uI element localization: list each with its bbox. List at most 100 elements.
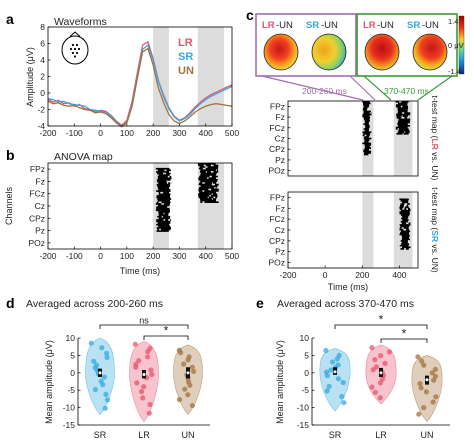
channel-label: POz bbox=[268, 166, 285, 176]
topo1-label-suffix: -UN bbox=[276, 20, 293, 31]
data-point bbox=[102, 405, 108, 411]
significant-cluster-1 bbox=[197, 163, 219, 203]
data-point bbox=[134, 380, 140, 386]
y-tick-label: -10 bbox=[297, 403, 310, 413]
panel-b-ylabel: Channels bbox=[4, 186, 14, 225]
cluster-pixels bbox=[197, 163, 219, 203]
channel-label: POz bbox=[28, 238, 45, 248]
x-category-label: SR bbox=[94, 430, 107, 440]
legend-sr: SR bbox=[178, 51, 193, 63]
channel-label: CPz bbox=[269, 236, 285, 246]
y-tick-label: 0 bbox=[70, 368, 75, 378]
channel-label: FPz bbox=[270, 192, 285, 202]
panel-a-ylabel: Amplitude (μV) bbox=[25, 47, 35, 107]
channel-label: Pz bbox=[275, 155, 285, 165]
connector-left-a bbox=[261, 75, 364, 101]
y-tick-label: 0 bbox=[304, 368, 309, 378]
topo1-label-lr: LR bbox=[262, 20, 275, 31]
significance-label: * bbox=[164, 324, 169, 338]
x-tick-label: 500 bbox=[225, 128, 239, 138]
data-point bbox=[105, 397, 111, 403]
data-point bbox=[141, 384, 147, 390]
data-point bbox=[416, 411, 422, 417]
y-tick-label: -4 bbox=[37, 121, 45, 131]
data-point bbox=[372, 389, 378, 395]
median-marker bbox=[378, 370, 384, 375]
x-tick-label: 0 bbox=[323, 270, 328, 280]
data-point bbox=[147, 401, 153, 408]
data-point bbox=[99, 345, 105, 351]
channel-label: Cz bbox=[35, 201, 45, 211]
significance-label: * bbox=[379, 313, 384, 327]
x-tick-label: 300 bbox=[172, 251, 186, 261]
channel-label: Fz bbox=[276, 112, 285, 122]
channel-label: Fz bbox=[36, 176, 45, 186]
data-point bbox=[139, 389, 145, 395]
data-point bbox=[176, 397, 183, 403]
data-point bbox=[178, 350, 184, 356]
data-point bbox=[103, 350, 110, 356]
panel-a-title: Waveforms bbox=[54, 16, 107, 28]
data-point bbox=[187, 382, 193, 388]
x-tick-label: -200 bbox=[279, 270, 296, 280]
data-point bbox=[182, 386, 188, 392]
x-category-label: UN bbox=[421, 430, 434, 440]
data-point bbox=[370, 367, 376, 373]
x-category-label: SR bbox=[329, 430, 342, 440]
x-tick-label: 500 bbox=[225, 251, 239, 261]
data-point bbox=[88, 340, 94, 346]
data-point bbox=[341, 400, 347, 406]
data-point bbox=[132, 341, 138, 347]
x-category-label: LR bbox=[375, 430, 387, 440]
significance-bracket bbox=[143, 335, 189, 340]
topo2-label-suffix: -UN bbox=[377, 20, 394, 31]
x-tick-label: 200 bbox=[146, 128, 160, 138]
data-point bbox=[104, 354, 110, 361]
data-point bbox=[145, 354, 151, 360]
topo1-label-suffix2: -UN bbox=[321, 20, 338, 31]
panel-c-topomaps: LR -UN SR -UN LR -UN SR -UN 1.4 0 μV -1.… bbox=[255, 13, 465, 292]
data-point bbox=[418, 385, 424, 391]
y-tick-label: 5 bbox=[304, 350, 309, 360]
panel-e-violin: Averaged across 370-470 ms -15 -10 -5 0 5 10 S… bbox=[275, 298, 450, 440]
y-tick-label: 5 bbox=[70, 350, 75, 360]
significant-cluster-0 bbox=[399, 198, 411, 250]
x-tick-label: -200 bbox=[39, 251, 56, 261]
y-tick-label: -5 bbox=[301, 385, 309, 395]
shaded-window-1 bbox=[197, 27, 225, 126]
colorbar-tick-max: 1.4 bbox=[448, 17, 458, 26]
colorbar bbox=[458, 15, 465, 75]
data-point bbox=[421, 405, 427, 411]
significant-cluster-0 bbox=[362, 101, 372, 156]
panel-b-xlabel: Time (ms) bbox=[120, 266, 160, 276]
channel-label: FCz bbox=[269, 123, 285, 133]
channel-label: FCz bbox=[269, 214, 285, 224]
data-point bbox=[191, 368, 197, 374]
data-point bbox=[431, 377, 437, 383]
violin-un bbox=[173, 344, 203, 416]
violin-sr bbox=[319, 347, 351, 412]
window-label-370-470: 370-470 ms bbox=[384, 86, 429, 96]
panel-d-title: Averaged across 200-260 ms bbox=[26, 298, 163, 310]
data-point bbox=[324, 373, 330, 379]
data-point bbox=[432, 366, 438, 372]
x-tick-label: 100 bbox=[120, 251, 134, 261]
panel-d-ylabel: Mean amplitude (μV) bbox=[44, 340, 54, 424]
x-tick-label: 200 bbox=[355, 270, 369, 280]
topo-sr-200-260 bbox=[311, 33, 347, 71]
violin-body bbox=[411, 355, 443, 422]
x-tick-label: 100 bbox=[120, 128, 134, 138]
connector-right-b bbox=[417, 75, 453, 101]
significant-cluster-1 bbox=[395, 101, 411, 135]
data-point bbox=[91, 358, 97, 364]
data-point bbox=[185, 392, 191, 398]
data-point bbox=[377, 353, 384, 359]
y-tick-label: 6 bbox=[40, 39, 45, 49]
data-point bbox=[415, 354, 421, 360]
cluster-pixels bbox=[155, 167, 172, 232]
channel-label: FCz bbox=[29, 189, 45, 199]
data-point bbox=[421, 362, 427, 368]
head-electrode-icon bbox=[61, 31, 89, 65]
significance-bracket bbox=[380, 338, 428, 343]
median-marker bbox=[424, 377, 430, 382]
